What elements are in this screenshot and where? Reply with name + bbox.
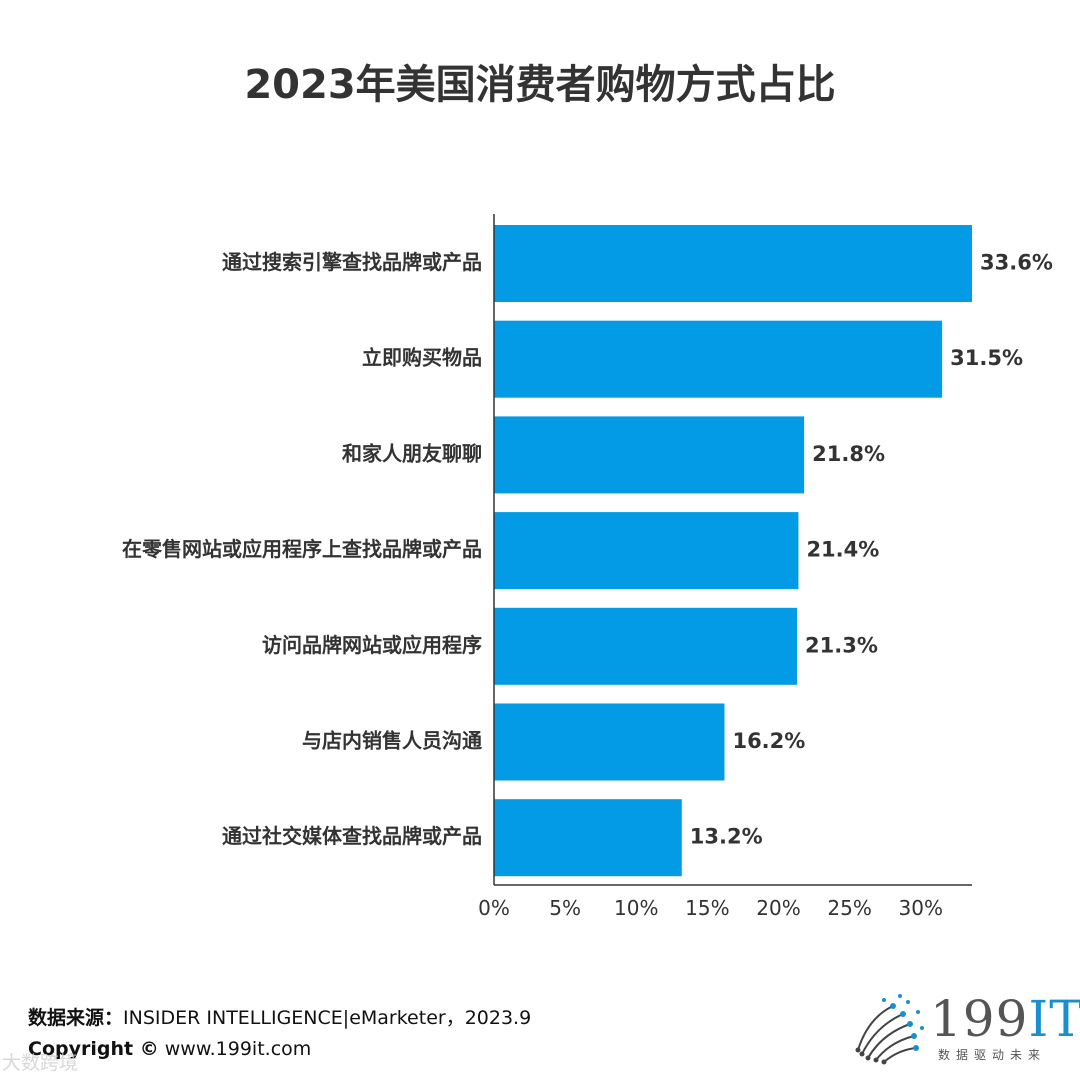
x-tick-label-4: 20% bbox=[756, 896, 800, 920]
bar-2 bbox=[494, 416, 805, 494]
value-label-1: 31.5% bbox=[950, 346, 1023, 370]
bar-6 bbox=[494, 799, 682, 877]
bar-3 bbox=[494, 512, 799, 590]
logo-tagline: 数据驱动未来 bbox=[938, 1048, 1047, 1062]
x-tick-label-5: 25% bbox=[827, 896, 871, 920]
value-label-4: 21.3% bbox=[805, 633, 878, 657]
copyright: Copyright © www.199it.com bbox=[28, 1038, 311, 1060]
x-tick-label-2: 10% bbox=[614, 896, 658, 920]
category-label-1: 立即购买物品 bbox=[362, 346, 482, 370]
source-label: 数据来源： bbox=[28, 1007, 124, 1029]
category-label-0: 通过搜索引擎查找品牌或产品 bbox=[222, 250, 482, 274]
copyright-label: Copyright © bbox=[28, 1038, 159, 1060]
x-tick-label-3: 15% bbox=[685, 896, 729, 920]
value-label-6: 13.2% bbox=[690, 825, 763, 849]
value-label-0: 33.6% bbox=[980, 251, 1053, 275]
x-tick-label-6: 30% bbox=[899, 896, 943, 920]
value-label-5: 16.2% bbox=[732, 729, 805, 753]
bar-0 bbox=[494, 225, 972, 302]
data-source: 数据来源：INSIDER INTELLIGENCE|eMarketer，2023… bbox=[28, 1003, 531, 1030]
category-label-5: 与店内销售人员沟通 bbox=[302, 729, 482, 753]
category-label-2: 和家人朋友聊聊 bbox=[342, 441, 482, 465]
x-tick-label-0: 0% bbox=[478, 896, 510, 920]
logo-it: IT bbox=[1028, 990, 1080, 1048]
source-text: INSIDER INTELLIGENCE|eMarketer，2023.9 bbox=[123, 1007, 532, 1029]
copyright-url: www.199it.com bbox=[158, 1038, 312, 1060]
logo-199it: 199IT 数据驱动未来 bbox=[848, 988, 1080, 1068]
watermark: 大数跨境 bbox=[2, 1052, 79, 1074]
category-label-4: 访问品牌网站或应用程序 bbox=[262, 633, 482, 657]
logo-digits: 199 bbox=[930, 990, 1029, 1048]
chart-title: 2023年美国消费者购物方式占比 bbox=[244, 62, 836, 108]
bar-1 bbox=[494, 320, 943, 398]
category-label-3: 在零售网站或应用程序上查找品牌或产品 bbox=[122, 537, 482, 561]
logo-wordmark: 199IT bbox=[930, 990, 1080, 1048]
value-label-3: 21.4% bbox=[806, 538, 879, 562]
x-tick-label-1: 5% bbox=[549, 896, 581, 920]
data-network-icon bbox=[855, 994, 924, 1065]
value-label-2: 21.8% bbox=[812, 442, 885, 466]
category-label-6: 通过社交媒体查找品牌或产品 bbox=[222, 824, 482, 848]
bar-4 bbox=[494, 607, 798, 685]
bar-5 bbox=[494, 703, 725, 781]
